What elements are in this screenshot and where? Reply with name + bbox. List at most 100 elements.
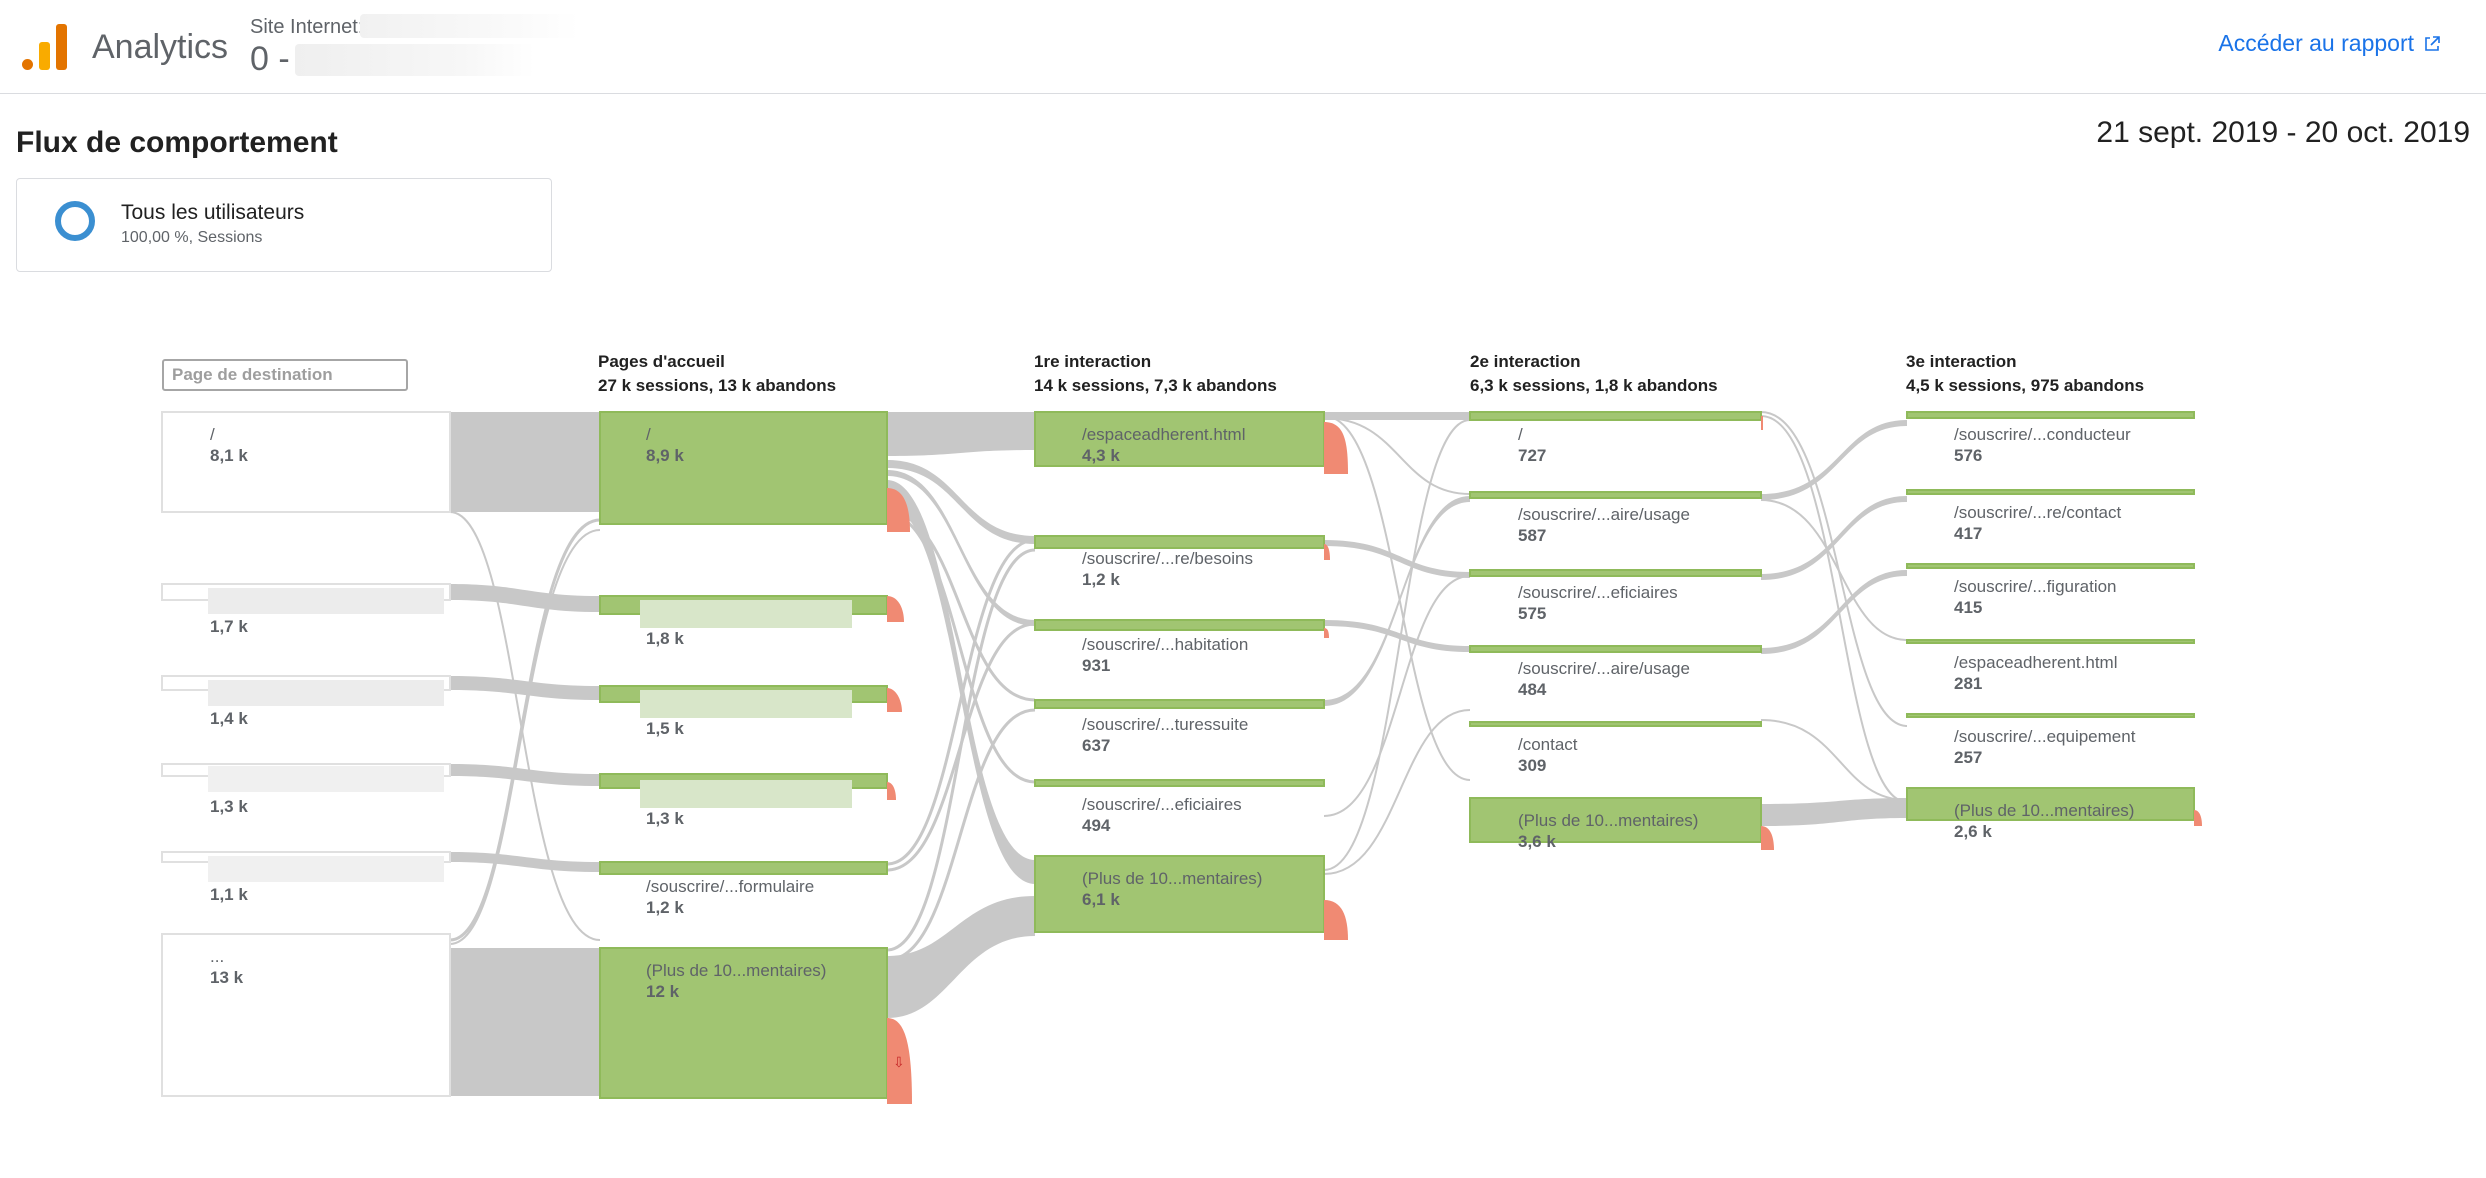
flow-link [449, 511, 601, 941]
flow-link [450, 676, 600, 700]
flow-link [887, 480, 1035, 884]
interaction-3-node-label[interactable]: /souscrire/...equipement 257 [1954, 727, 2136, 767]
dropoff [887, 1018, 912, 1104]
app-name: Analytics [92, 28, 229, 66]
flow-link [1760, 415, 1908, 803]
segment-card[interactable]: Tous les utilisateurs 100,00 %, Sessions [16, 178, 552, 272]
dropoff [887, 782, 896, 800]
step-node [1469, 491, 1762, 499]
landing-node-label[interactable]: 1,3 k [646, 809, 684, 828]
step-node [1034, 855, 1325, 933]
redacted-label [208, 680, 444, 706]
interaction-1-node-label[interactable]: /souscrire/...re/besoins 1,2 k [1082, 549, 1254, 589]
landing-node-label[interactable]: (Plus de 10...mentaires) 12 k [646, 961, 827, 1001]
step-node [1906, 563, 2195, 569]
column-header-interaction-1[interactable]: 1re interaction 14 k sessions, 7,3 k aban… [1034, 352, 1277, 395]
interaction-3-node-label[interactable]: /souscrire/...re/contact 417 [1954, 503, 2122, 543]
flow-link [1323, 575, 1471, 817]
dimension-selector[interactable]: Page de destination [162, 359, 408, 391]
interaction-2-node-label[interactable]: /souscrire/...eficiaires 575 [1518, 583, 1678, 623]
interaction-1-node-label[interactable]: /souscrire/...habitation 931 [1082, 635, 1249, 675]
flow-link [1324, 496, 1470, 706]
dropoff [1761, 826, 1774, 850]
redacted-label [208, 856, 444, 882]
flow-link [886, 510, 1036, 702]
step-node [1034, 779, 1325, 787]
flow-link [887, 470, 1035, 626]
step-node [1469, 411, 1762, 421]
step-node [1469, 645, 1762, 653]
source-node-label[interactable]: 1,4 k [210, 709, 248, 728]
dropoff [887, 688, 902, 712]
column-header-landing[interactable]: Pages d'accueil 27 k sessions, 13 k aband… [598, 352, 837, 395]
step-node [1906, 713, 2195, 718]
interaction-1-node-label[interactable]: /souscrire/...turessuite 637 [1082, 715, 1249, 755]
flow-link [1323, 709, 1471, 875]
flow-link [887, 412, 1035, 456]
source-node-label[interactable]: 1,3 k [210, 797, 248, 816]
step-node [1034, 535, 1325, 549]
flow-link [1760, 411, 1908, 727]
flow-link [1760, 499, 1908, 641]
interaction-2-node-label[interactable]: /souscrire/...aire/usage 484 [1518, 659, 1690, 699]
flow-link [450, 852, 600, 872]
site-view-value: 0 - [250, 40, 290, 78]
open-report-label: Accéder au rapport [2218, 30, 2414, 56]
date-range-picker[interactable]: 21 sept. 2019 - 20 oct. 2019 [2096, 116, 2470, 149]
source-node [161, 411, 451, 513]
flow-link [1761, 420, 1907, 500]
flow-link [450, 584, 600, 612]
source-node-label[interactable]: 1,1 k [210, 885, 248, 904]
interaction-3-node-label[interactable]: /souscrire/...conducteur 576 [1954, 425, 2131, 465]
open-report-link[interactable]: Accéder au rapport [2218, 30, 2440, 57]
dropoff [2194, 810, 2202, 826]
interaction-2-node-label[interactable]: /contact 309 [1518, 735, 1578, 775]
redacted-label [640, 690, 852, 718]
landing-node-label[interactable]: 1,5 k [646, 719, 684, 738]
landing-node-label[interactable]: 1,8 k [646, 629, 684, 648]
step-node [1906, 489, 2195, 495]
interaction-2-node-label[interactable]: /souscrire/...aire/usage 587 [1518, 505, 1690, 545]
flow-link [450, 412, 600, 512]
landing-node [599, 947, 888, 1099]
landing-node [599, 411, 888, 525]
flow-link [1323, 417, 1471, 495]
source-node-label[interactable]: ... 13 k [210, 947, 244, 987]
flow-link [1323, 415, 1471, 781]
flow-link [886, 538, 1036, 866]
landing-node-label[interactable]: /8,9 k [646, 425, 684, 465]
flow-link [887, 896, 1035, 1018]
interaction-1-node-label[interactable]: (Plus de 10...mentaires) 6,1 k [1082, 869, 1263, 909]
site-view-redacted [295, 44, 535, 76]
step-node [1469, 797, 1762, 843]
analytics-logo-icon[interactable] [22, 22, 68, 70]
redacted-label [208, 766, 444, 792]
segment-name: Tous les utilisateurs [121, 201, 305, 224]
landing-node-label[interactable]: /souscrire/...formulaire 1,2 k [646, 877, 815, 917]
interaction-1-node-label[interactable]: /souscrire/...eficiaires 494 [1082, 795, 1242, 835]
step-node [1034, 619, 1325, 631]
interaction-3-node-label[interactable]: /souscrire/...figuration 415 [1954, 577, 2117, 617]
flow-link [886, 512, 1036, 784]
interaction-1-node-label[interactable]: /espaceadherent.html 4,3 k [1082, 425, 1246, 465]
source-node [161, 933, 451, 1097]
site-label: Site Internet: [250, 16, 364, 38]
step-node [1906, 639, 2195, 644]
page-title: Flux de comportement [16, 126, 338, 159]
column-header-interaction-2[interactable]: 2e interaction 6,3 k sessions, 1,8 k aban… [1470, 352, 1718, 395]
segment-ring-icon [55, 201, 95, 241]
interaction-3-node-label[interactable]: /espaceadherent.html 281 [1954, 653, 2118, 693]
column-header-interaction-3[interactable]: 3e interaction 4,5 k sessions, 975 abando… [1906, 352, 2145, 395]
step-node [1906, 787, 2195, 821]
step-node [1469, 721, 1762, 727]
dropoff-arrow-icon[interactable]: ⇩ [893, 1054, 905, 1070]
source-node-label[interactable]: 1,7 k [210, 617, 248, 636]
flow-link [1760, 719, 1908, 801]
step-node [1034, 699, 1325, 709]
interaction-3-node-label[interactable]: (Plus de 10...mentaires) 2,6 k [1954, 801, 2135, 841]
interaction-2-node-label[interactable]: /727 [1518, 425, 1547, 465]
interaction-2-node-label[interactable]: (Plus de 10...mentaires) 3,6 k [1518, 811, 1699, 851]
source-node-label[interactable]: /8,1 k [210, 425, 248, 465]
